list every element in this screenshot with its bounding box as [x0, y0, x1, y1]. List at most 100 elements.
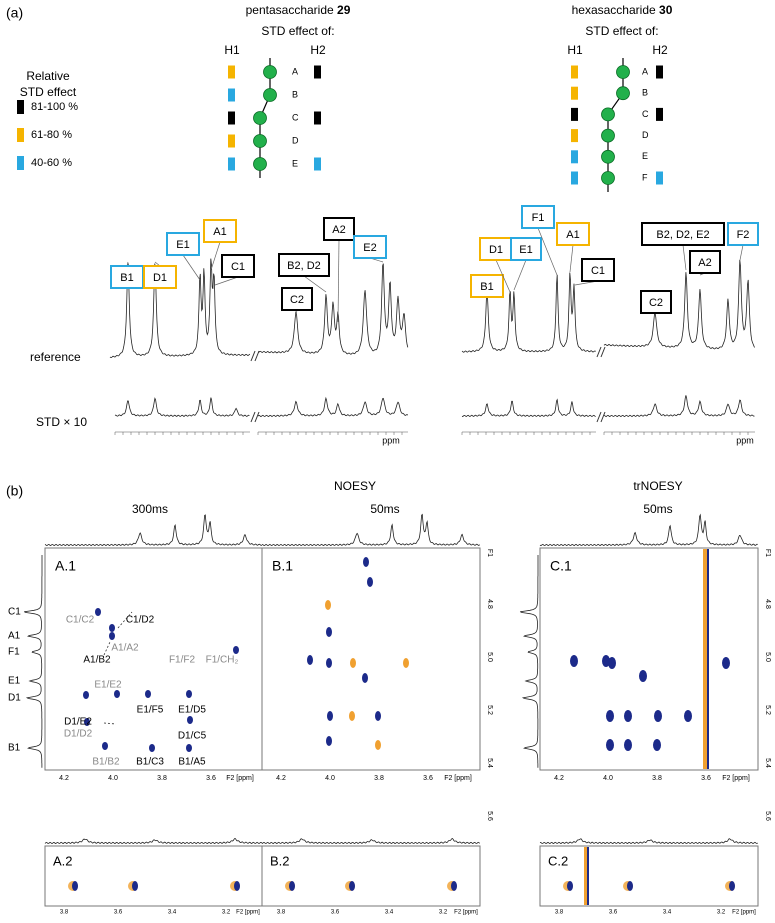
x-tick-label: 3.6	[331, 910, 340, 916]
h1-std-box	[228, 65, 235, 79]
peak-label: C1	[231, 261, 245, 273]
cross-peak	[327, 711, 333, 721]
reference-spectrum	[603, 259, 755, 350]
std-spectrum	[114, 397, 250, 417]
y-tick-label: F1	[764, 549, 771, 557]
cross-peak	[567, 881, 573, 891]
plot-label: B.1	[272, 558, 293, 574]
cross-peak	[349, 881, 355, 891]
y-tick-label: 4.8	[764, 599, 771, 609]
axis-break	[250, 411, 256, 423]
cross-peak	[363, 557, 369, 567]
plot-frame	[539, 845, 759, 907]
reference-spectrum	[461, 272, 596, 353]
cross-peak	[186, 744, 192, 752]
column-header: H1	[224, 43, 240, 57]
peak-label: E2	[363, 242, 376, 254]
h1-std-box	[571, 129, 578, 143]
axis-break	[250, 350, 256, 362]
plot-label: C.2	[548, 853, 568, 868]
peak-label-box	[166, 232, 200, 256]
peak-label-box	[521, 205, 555, 229]
residue-label: A	[642, 66, 648, 76]
mixing-time: 50ms	[643, 502, 672, 516]
x-tick-label: 3.8	[157, 775, 167, 782]
peak-label-box	[281, 287, 313, 311]
peak-label: B1	[480, 281, 493, 293]
x-tick-label: 4.0	[108, 775, 118, 782]
f1-label: B1	[8, 743, 21, 754]
cross-peak	[722, 657, 730, 669]
cross-peak	[570, 655, 578, 667]
cross-peak	[367, 577, 373, 587]
peak-label-box	[278, 253, 330, 277]
axis-break	[254, 411, 260, 423]
peak-label: D1	[153, 272, 167, 284]
solvent-stripe	[707, 549, 709, 769]
peak-label-box	[221, 254, 255, 278]
assignment-pointer	[117, 611, 133, 629]
y-tick-label: 5.2	[764, 705, 771, 715]
axis-unit: ppm	[736, 435, 754, 445]
cross-peak	[684, 710, 692, 722]
std-spectrum	[257, 396, 409, 417]
cross-peak-label: D1/C5	[178, 731, 207, 742]
x-tick-label: 3.6	[701, 775, 711, 782]
x-tick-label: 4.2	[276, 775, 286, 782]
plot-frame	[261, 845, 481, 907]
glycan-residue	[253, 134, 267, 148]
axis-break	[254, 350, 260, 362]
h2-std-box	[656, 171, 663, 185]
cross-peak-label: E1/E2	[94, 680, 122, 691]
std-spectrum	[603, 395, 755, 418]
axis-break	[600, 346, 606, 358]
cross-peak	[233, 646, 239, 654]
cross-peak	[403, 658, 409, 668]
cross-peak	[451, 881, 457, 891]
x-tick-label: 3.4	[385, 910, 394, 916]
cross-peak	[325, 600, 331, 610]
f1-label: A1	[8, 631, 21, 642]
cross-peak-label: F1/CH₂	[206, 655, 239, 666]
peak-label-box	[143, 265, 177, 289]
cross-peak	[72, 881, 78, 891]
x-tick-label: F2 [ppm]	[454, 910, 478, 916]
legend-title: STD effect	[20, 85, 77, 99]
glycan-residue	[253, 157, 267, 171]
compound-name: pentasaccharide	[246, 3, 334, 17]
cross-peak	[83, 691, 89, 699]
residue-label: E	[642, 151, 648, 161]
peak-label-box	[556, 222, 590, 246]
peak-label: B2, D2	[287, 260, 321, 272]
cross-peak	[349, 711, 355, 721]
f1-label: D1	[8, 693, 21, 704]
plot-frame	[539, 547, 759, 771]
x-tick-label: 3.6	[609, 910, 618, 916]
peak-label: E1	[519, 244, 532, 256]
h1-std-box	[571, 86, 578, 100]
column-header: H2	[310, 43, 326, 57]
peak-label-box	[470, 274, 504, 298]
plot-label: A.2	[53, 853, 73, 868]
cross-peak	[606, 710, 614, 722]
assignment-pointer	[103, 722, 117, 725]
cross-peak	[653, 739, 661, 751]
f1-label: F1	[8, 647, 20, 658]
cross-peak	[187, 716, 193, 724]
cross-peak	[109, 624, 115, 632]
cross-peak	[102, 742, 108, 750]
cross-peak	[326, 658, 332, 668]
peak-label-box	[203, 219, 237, 243]
mixing-time: 300ms	[132, 502, 168, 516]
projection-spectrum	[539, 513, 758, 547]
legend-label: 61-80 %	[31, 129, 72, 141]
peak-label: A2	[698, 257, 711, 269]
glycan-residue	[601, 171, 615, 185]
peak-label-box	[510, 237, 542, 261]
x-tick-label: 3.4	[168, 910, 177, 916]
solvent-stripe	[587, 847, 589, 905]
peak-label-box	[689, 250, 721, 274]
x-tick-label: F2 [ppm]	[722, 775, 750, 782]
cross-peak	[350, 658, 356, 668]
